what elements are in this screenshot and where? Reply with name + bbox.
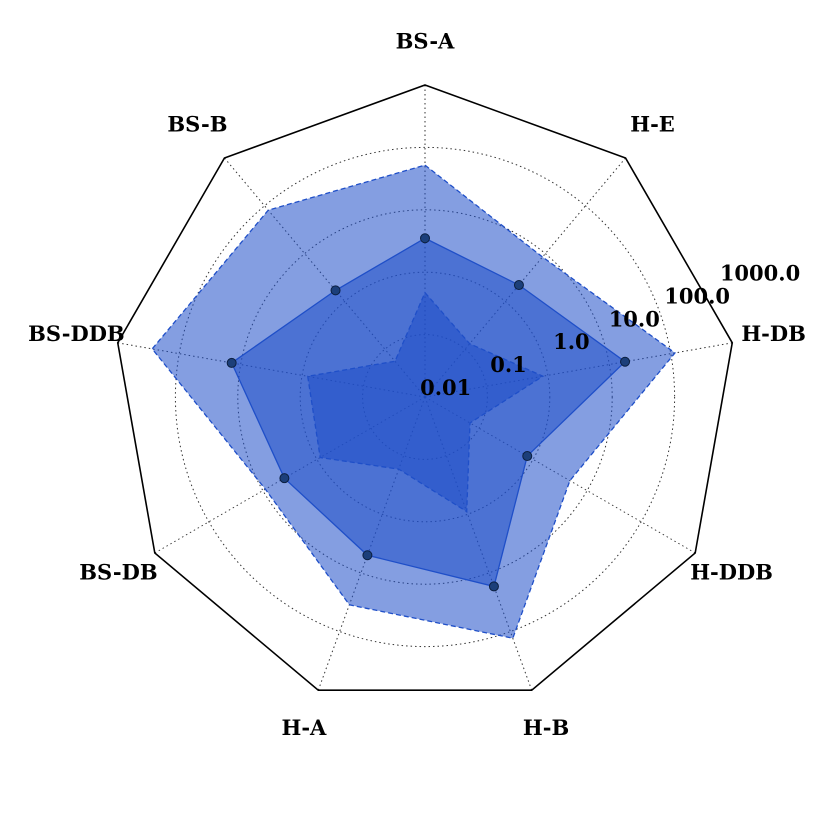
marker	[513, 280, 524, 291]
r-tick-label: 100.0	[664, 283, 730, 308]
marker	[488, 581, 499, 592]
category-label: BS-DDB	[28, 321, 125, 346]
r-tick-label: 0.1	[490, 352, 527, 377]
series-area	[306, 291, 545, 513]
grid-circle	[174, 146, 676, 648]
category-label: BS-A	[396, 29, 455, 54]
marker	[226, 357, 237, 368]
category-label: H-B	[523, 715, 569, 740]
category-label: BS-B	[167, 111, 227, 136]
marker	[522, 451, 533, 462]
category-label: BS-DB	[79, 560, 157, 585]
r-tick-label: 10.0	[609, 306, 660, 331]
r-tick-label: 1000.0	[720, 261, 800, 286]
marker	[620, 356, 631, 367]
r-tick-label: 0.01	[420, 375, 471, 400]
category-label: H-DB	[741, 321, 806, 346]
category-label: H-A	[281, 715, 327, 740]
category-label: H-DDB	[690, 560, 773, 585]
marker	[420, 233, 430, 244]
category-label: H-E	[630, 111, 675, 136]
marker	[362, 550, 373, 561]
r-tick-label: 1.0	[553, 329, 590, 354]
marker	[279, 473, 290, 484]
marker	[330, 285, 341, 296]
frame	[116, 84, 734, 691]
